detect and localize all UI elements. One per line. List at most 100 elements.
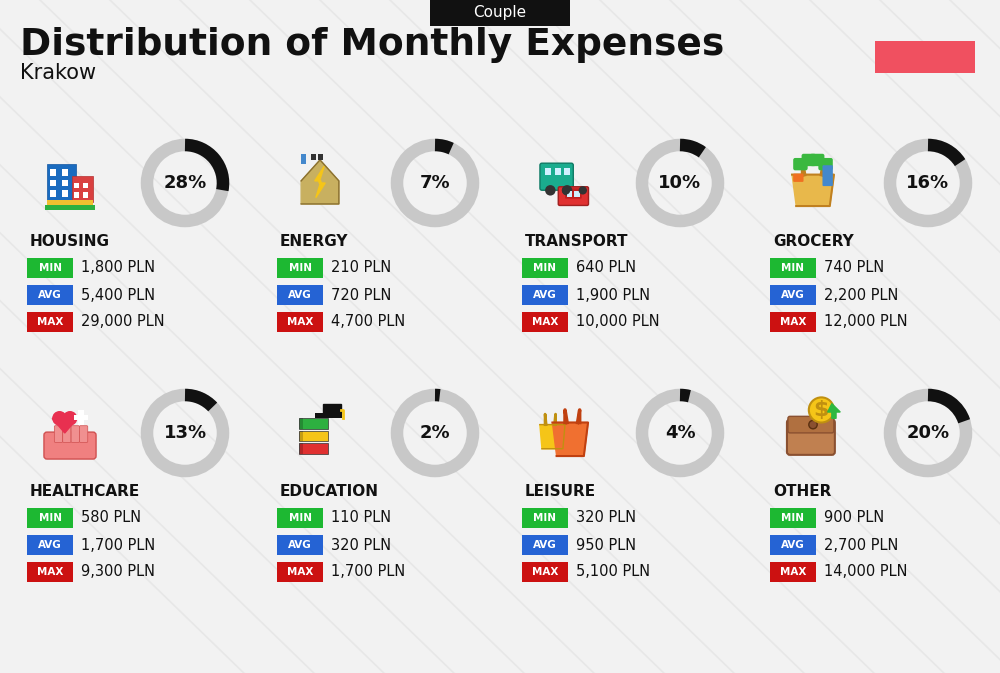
- Text: 28%: 28%: [163, 174, 207, 192]
- FancyBboxPatch shape: [50, 170, 56, 176]
- Circle shape: [562, 186, 570, 194]
- Text: AVG: AVG: [533, 290, 557, 300]
- Text: MAX: MAX: [780, 567, 806, 577]
- FancyBboxPatch shape: [277, 258, 323, 278]
- Text: Krakow: Krakow: [20, 63, 96, 83]
- Text: 2,200 PLN: 2,200 PLN: [824, 287, 898, 302]
- FancyBboxPatch shape: [818, 158, 833, 170]
- Text: OTHER: OTHER: [773, 483, 831, 499]
- FancyBboxPatch shape: [277, 562, 323, 582]
- FancyBboxPatch shape: [299, 419, 328, 429]
- FancyBboxPatch shape: [770, 535, 816, 555]
- Text: MAX: MAX: [287, 317, 313, 327]
- FancyBboxPatch shape: [810, 153, 824, 166]
- Circle shape: [63, 411, 77, 425]
- Text: 950 PLN: 950 PLN: [576, 538, 636, 553]
- FancyBboxPatch shape: [27, 258, 73, 278]
- FancyBboxPatch shape: [802, 153, 816, 166]
- FancyBboxPatch shape: [770, 508, 816, 528]
- Text: 16%: 16%: [906, 174, 950, 192]
- Text: MIN: MIN: [534, 263, 556, 273]
- Text: AVG: AVG: [533, 540, 557, 550]
- FancyBboxPatch shape: [540, 163, 573, 190]
- FancyBboxPatch shape: [301, 153, 306, 164]
- FancyBboxPatch shape: [522, 312, 568, 332]
- Text: Couple: Couple: [473, 5, 527, 20]
- FancyBboxPatch shape: [54, 426, 63, 442]
- FancyBboxPatch shape: [63, 426, 71, 442]
- Text: 13%: 13%: [163, 424, 207, 442]
- Text: LEISURE: LEISURE: [525, 483, 596, 499]
- Text: AVG: AVG: [38, 290, 62, 300]
- Text: 210 PLN: 210 PLN: [331, 260, 391, 275]
- FancyBboxPatch shape: [27, 285, 73, 305]
- FancyBboxPatch shape: [47, 200, 93, 206]
- FancyBboxPatch shape: [567, 191, 572, 197]
- Text: AVG: AVG: [288, 540, 312, 550]
- FancyBboxPatch shape: [47, 164, 76, 202]
- Text: MIN: MIN: [288, 263, 312, 273]
- FancyBboxPatch shape: [875, 41, 975, 73]
- FancyBboxPatch shape: [558, 186, 588, 205]
- FancyBboxPatch shape: [44, 432, 96, 459]
- FancyBboxPatch shape: [770, 562, 816, 582]
- Circle shape: [809, 421, 817, 429]
- FancyBboxPatch shape: [27, 312, 73, 332]
- Polygon shape: [792, 174, 834, 206]
- FancyBboxPatch shape: [62, 180, 68, 186]
- FancyBboxPatch shape: [83, 192, 88, 198]
- FancyBboxPatch shape: [299, 444, 303, 454]
- Text: 29,000 PLN: 29,000 PLN: [81, 314, 165, 330]
- Text: MIN: MIN: [288, 513, 312, 523]
- Polygon shape: [540, 425, 565, 449]
- Polygon shape: [323, 404, 341, 413]
- Text: 5,100 PLN: 5,100 PLN: [576, 565, 650, 579]
- Text: 4,700 PLN: 4,700 PLN: [331, 314, 405, 330]
- Text: MIN: MIN: [782, 513, 804, 523]
- FancyBboxPatch shape: [74, 415, 88, 421]
- Polygon shape: [828, 404, 840, 419]
- Text: 7%: 7%: [420, 174, 450, 192]
- FancyBboxPatch shape: [574, 191, 580, 197]
- Text: 1,900 PLN: 1,900 PLN: [576, 287, 650, 302]
- Text: 320 PLN: 320 PLN: [331, 538, 391, 553]
- Text: 320 PLN: 320 PLN: [576, 511, 636, 526]
- FancyBboxPatch shape: [787, 419, 835, 455]
- Text: MIN: MIN: [534, 513, 556, 523]
- Text: 110 PLN: 110 PLN: [331, 511, 391, 526]
- FancyBboxPatch shape: [545, 168, 551, 174]
- FancyBboxPatch shape: [299, 431, 303, 441]
- FancyBboxPatch shape: [45, 205, 95, 210]
- Text: 740 PLN: 740 PLN: [824, 260, 884, 275]
- Text: GROCERY: GROCERY: [773, 234, 854, 248]
- Text: MIN: MIN: [782, 263, 804, 273]
- Text: 900 PLN: 900 PLN: [824, 511, 884, 526]
- Text: MAX: MAX: [287, 567, 313, 577]
- FancyBboxPatch shape: [522, 258, 568, 278]
- FancyBboxPatch shape: [27, 562, 73, 582]
- Text: 640 PLN: 640 PLN: [576, 260, 636, 275]
- FancyBboxPatch shape: [522, 535, 568, 555]
- Polygon shape: [301, 160, 339, 204]
- FancyBboxPatch shape: [299, 419, 303, 429]
- FancyBboxPatch shape: [72, 176, 93, 202]
- Text: 720 PLN: 720 PLN: [331, 287, 391, 302]
- Text: 9,300 PLN: 9,300 PLN: [81, 565, 155, 579]
- FancyBboxPatch shape: [555, 168, 561, 174]
- FancyBboxPatch shape: [83, 183, 88, 188]
- Text: MAX: MAX: [780, 317, 806, 327]
- Text: 12,000 PLN: 12,000 PLN: [824, 314, 908, 330]
- Text: 1,800 PLN: 1,800 PLN: [81, 260, 155, 275]
- FancyBboxPatch shape: [770, 285, 816, 305]
- FancyBboxPatch shape: [788, 417, 834, 433]
- FancyBboxPatch shape: [770, 258, 816, 278]
- FancyBboxPatch shape: [74, 183, 79, 188]
- Text: 1,700 PLN: 1,700 PLN: [331, 565, 405, 579]
- FancyBboxPatch shape: [79, 426, 88, 442]
- FancyBboxPatch shape: [793, 174, 804, 182]
- Text: 1,700 PLN: 1,700 PLN: [81, 538, 155, 553]
- Text: MIN: MIN: [38, 263, 62, 273]
- FancyBboxPatch shape: [78, 410, 84, 425]
- FancyBboxPatch shape: [793, 158, 808, 170]
- Text: AVG: AVG: [781, 290, 805, 300]
